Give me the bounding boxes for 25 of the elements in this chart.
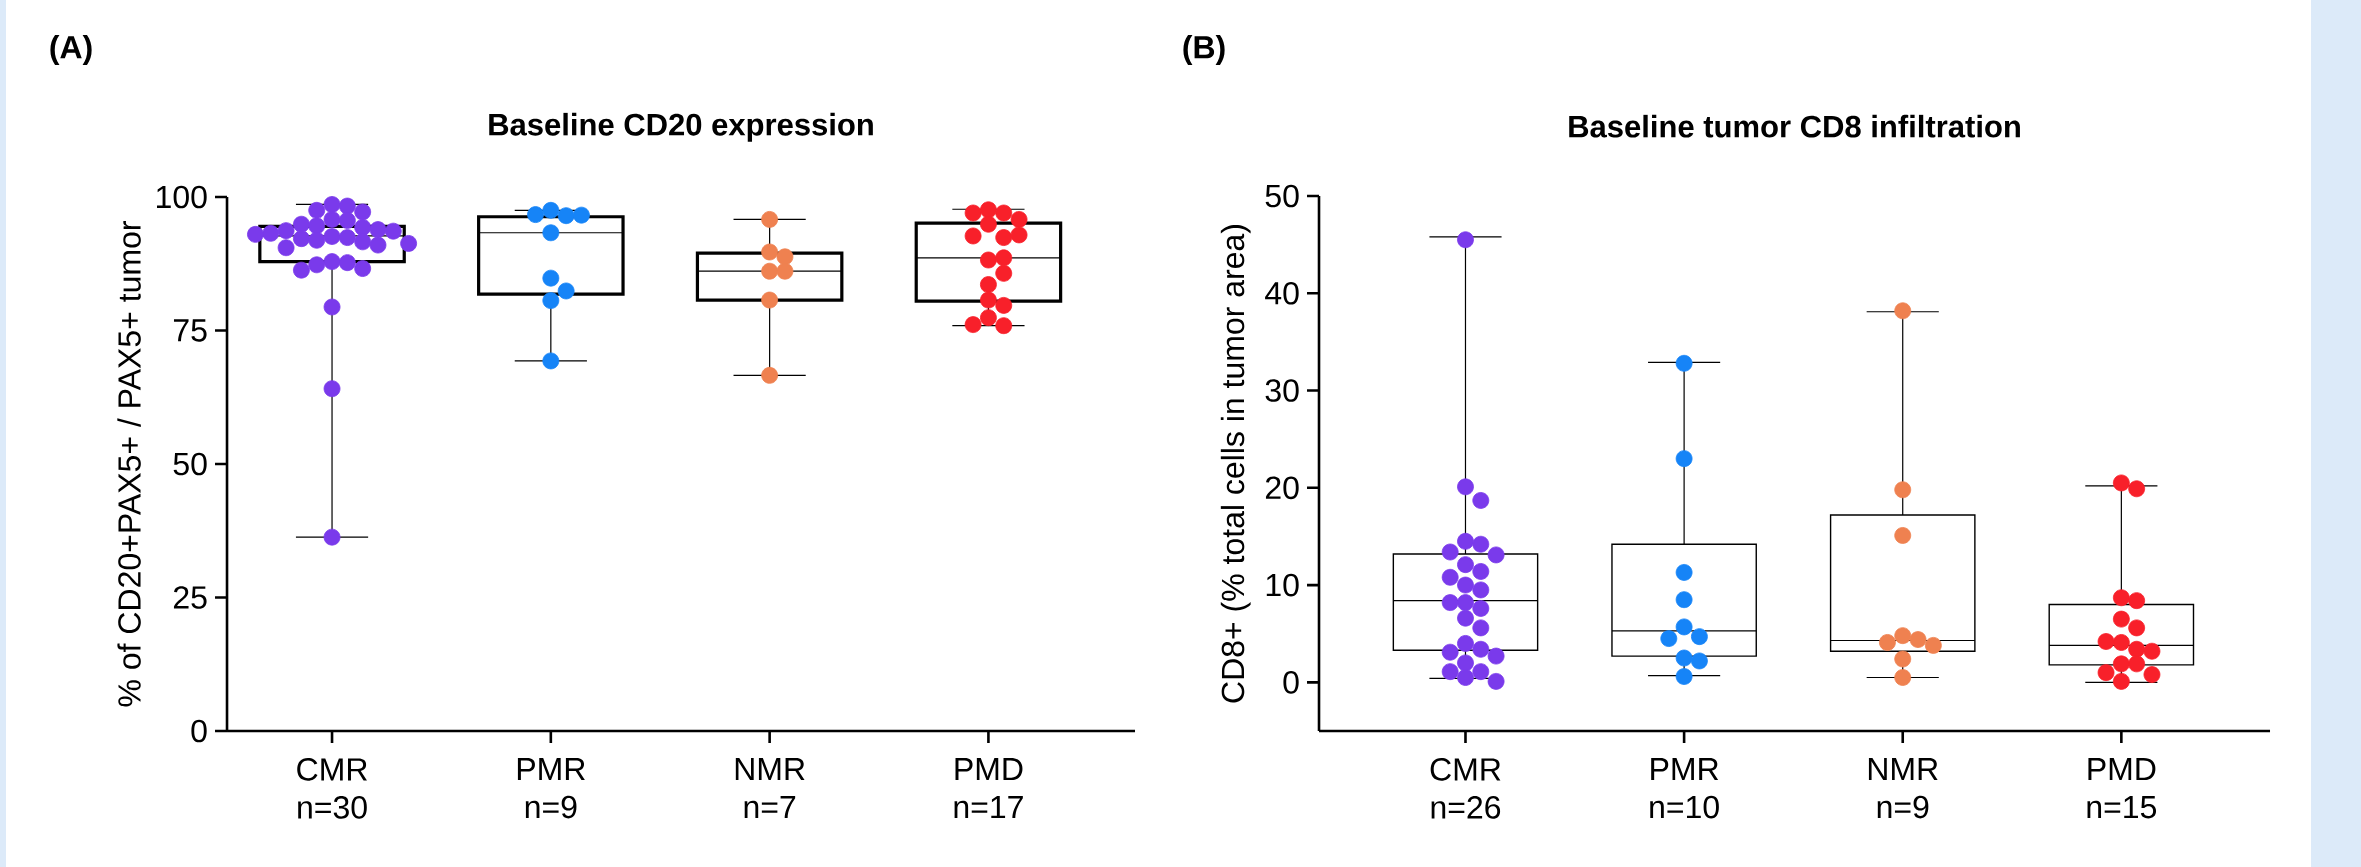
y-tick-label: 50 (1265, 184, 1299, 208)
y-tick-label: 10 (1266, 573, 1299, 597)
x-tick-label: NMR n=9 (1868, 758, 1938, 819)
chart-title: Baseline tumor CD8 infiltration (1569, 114, 2020, 138)
x-tick-label: PMR n=10 (1650, 758, 1719, 819)
text: (A) (50, 35, 92, 65)
y-tick-label: 50 (173, 452, 207, 476)
x-tick-label: CMR n=26 (1430, 758, 1501, 819)
y-tick-label: 100 (157, 185, 207, 209)
x-tick-label: PMD n=15 (2087, 758, 2157, 819)
x-tick-label: CMR n=30 (297, 758, 367, 819)
chart-title: Baseline CD20 expression (489, 112, 873, 142)
y-tick-label: 20 (1265, 476, 1299, 500)
y-tick-label: 0 (1283, 671, 1299, 694)
y-tick-label: 40 (1265, 281, 1299, 305)
x-tick-label: PMR n=9 (517, 758, 585, 819)
x-tick-label: PMD n=17 (954, 758, 1023, 819)
y-axis-title: % of CD20+PAX5+ / PAX5+ tumor (117, 221, 141, 707)
y-tick-label: 25 (173, 586, 207, 609)
x-tick-label: NMR n=7 (735, 758, 805, 819)
y-tick-label: 30 (1265, 379, 1299, 402)
text: (B) (1183, 35, 1225, 65)
y-tick-label: 75 (173, 319, 207, 342)
y-tick-label: 0 (191, 719, 207, 743)
y-axis-title: CD8+ (% total cells in tumor area) (1220, 225, 1251, 703)
